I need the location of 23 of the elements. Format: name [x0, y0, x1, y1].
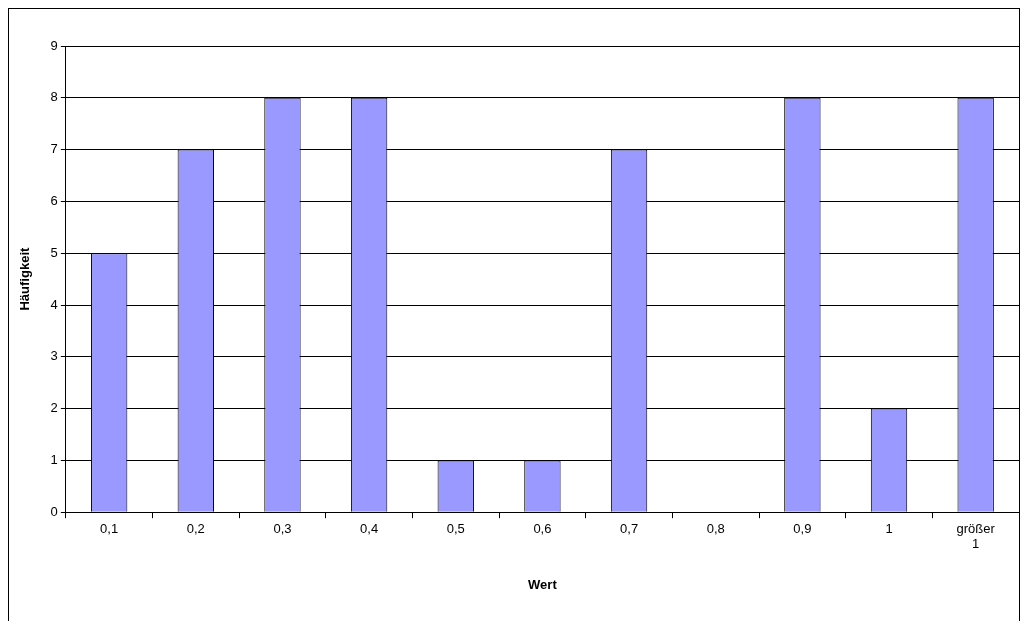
y-tick-label: 8: [50, 89, 58, 105]
x-tick-label: 0,4: [360, 520, 379, 536]
y-tick-label: 0: [50, 503, 58, 519]
x-tick-label: 0,8: [706, 520, 725, 536]
y-tick-label: 9: [50, 37, 58, 53]
x-tick-label: 1: [885, 520, 893, 536]
x-tick-label: 0,7: [620, 520, 639, 536]
x-tick-label: 0,1: [100, 520, 119, 536]
y-tick-label: 3: [50, 348, 58, 364]
y-tick-label: 7: [50, 141, 58, 157]
y-tick-label: 2: [50, 400, 58, 416]
y-axis-title: Häufigkeit: [17, 247, 33, 311]
x-tick-label: größer 1: [956, 520, 996, 552]
x-tick-label: 0,5: [446, 520, 465, 536]
y-tick-label: 5: [50, 244, 58, 260]
x-axis-title: Wert: [528, 576, 558, 592]
y-tick-label: 4: [50, 296, 58, 312]
x-tick-label: 0,9: [793, 520, 812, 536]
y-tick-label: 6: [50, 192, 58, 208]
y-tick-label: 1: [50, 451, 58, 467]
x-tick-label: 0,6: [533, 520, 552, 536]
x-tick-label: 0,2: [186, 520, 205, 536]
x-tick-label: 0,3: [273, 520, 292, 536]
